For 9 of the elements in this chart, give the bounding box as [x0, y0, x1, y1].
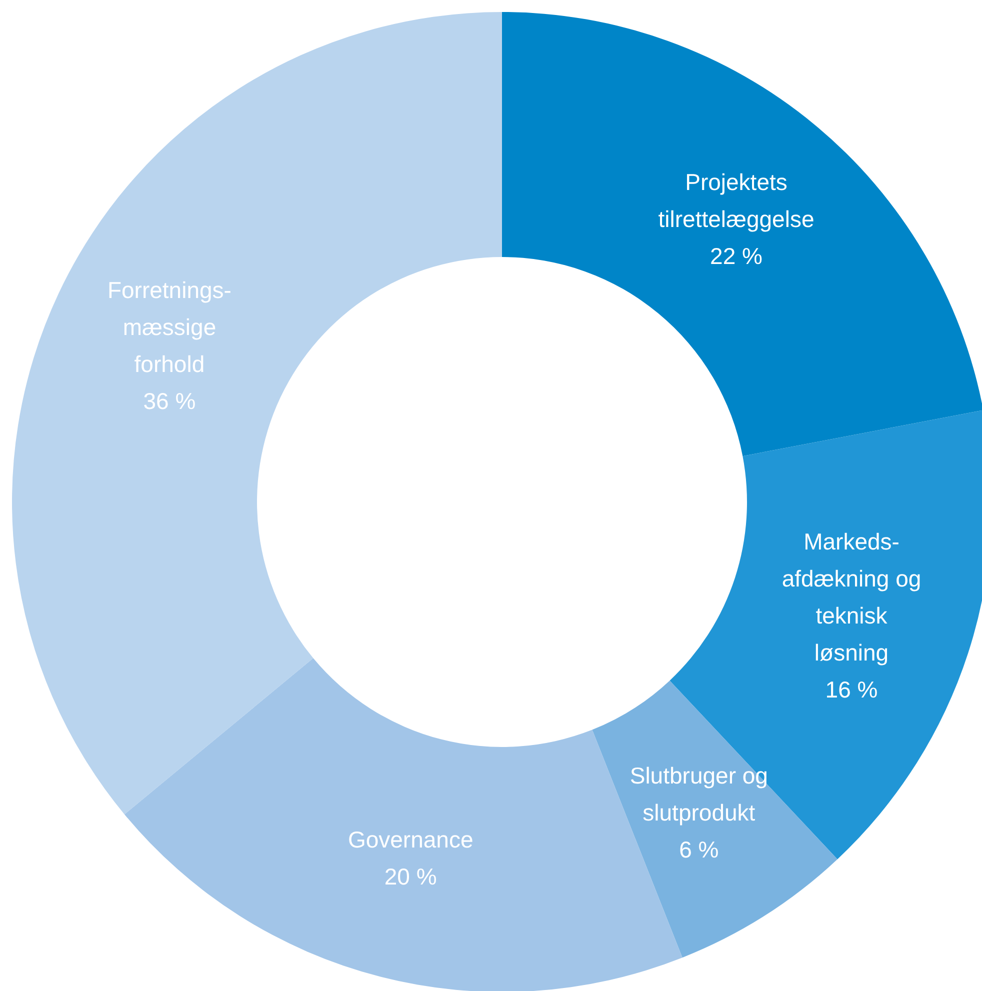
slice-label: Forretnings-mæssige forhold — [107, 277, 232, 378]
data-label: 36 % — [143, 388, 196, 414]
slice-label: Governance — [348, 826, 474, 852]
slice-label: Markeds-afdækning og teknisk løsning — [782, 528, 922, 666]
data-label: 20 % — [384, 863, 437, 890]
data-label: 22 % — [710, 242, 762, 269]
data-label: 6 % — [679, 836, 719, 862]
slice-label: Projektets tilrettelæggelse — [658, 168, 814, 232]
data-label: 16 % — [825, 676, 878, 703]
